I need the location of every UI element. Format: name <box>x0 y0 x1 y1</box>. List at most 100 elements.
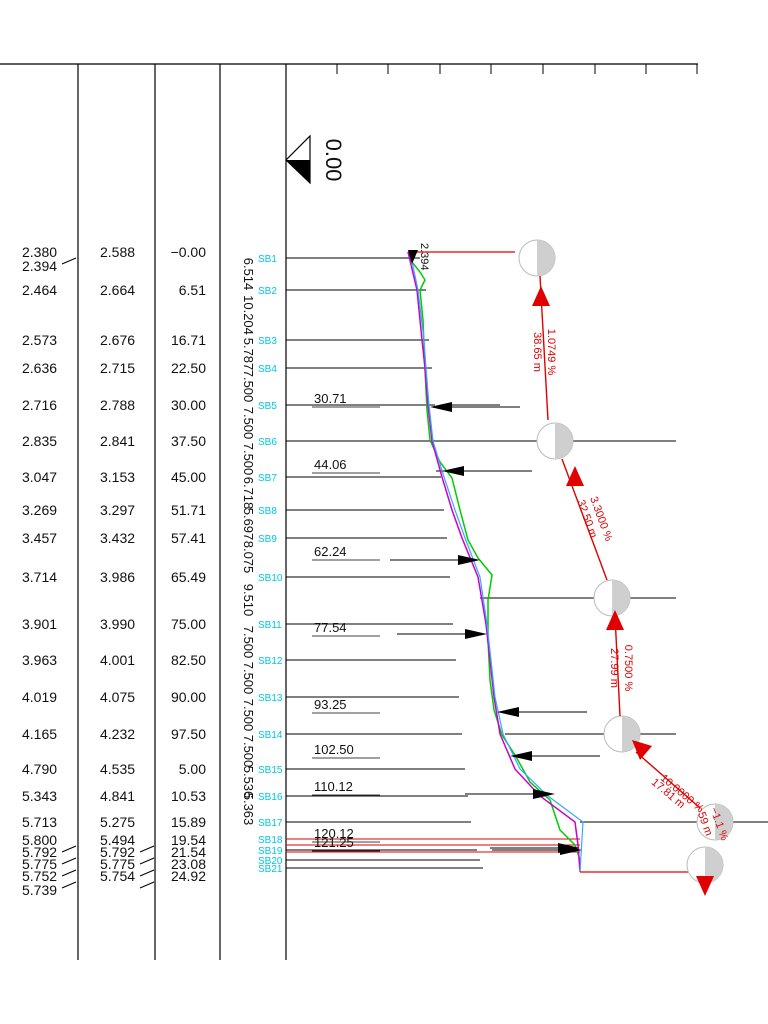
leader-tick <box>61 257 77 265</box>
cell-distance: 57.41 <box>171 530 206 546</box>
cell-distance: 19.54 <box>171 832 206 848</box>
cell-distance: 21.54 <box>171 844 206 860</box>
cell-elev-2: 4.001 <box>100 652 135 668</box>
cell-distance: 5.00 <box>179 761 206 777</box>
cell-elev-1: 4.790 <box>22 761 57 777</box>
station-label: SB5 <box>258 401 277 412</box>
leader-tick <box>61 881 77 889</box>
spacing-value: 8.075 <box>241 541 256 574</box>
station-label: SB2 <box>258 286 277 297</box>
cell-distance: 45.00 <box>171 469 206 485</box>
cell-distance: 16.71 <box>171 332 206 348</box>
leader-tick <box>61 857 77 865</box>
cell-distance: 6.51 <box>179 282 206 298</box>
spacing-value: 7.500 <box>241 735 256 768</box>
leader-tick <box>61 869 77 877</box>
station-label: SB1 <box>258 254 277 265</box>
cell-elev-1: 2.464 <box>22 282 57 298</box>
cell-distance: 30.00 <box>171 397 206 413</box>
station-label: SB18 <box>258 835 283 846</box>
chainage-arrow <box>442 466 464 476</box>
cell-elev-1: 5.739 <box>22 882 57 898</box>
station-label: SB9 <box>258 534 277 545</box>
station-label: SB4 <box>258 364 277 375</box>
elevation-marker-label: 0.00 <box>321 139 346 182</box>
spacing-value: 7.500 <box>241 626 256 659</box>
spacing-value: 5.536 <box>241 766 256 799</box>
station-label: SB14 <box>258 730 283 741</box>
grade-break-shade <box>705 847 723 883</box>
spacing-value: 7.500 <box>241 662 256 695</box>
station-label: SB12 <box>258 656 283 667</box>
station-label: SB20 <box>258 856 283 867</box>
cell-elev-1: 5.752 <box>22 868 57 884</box>
cell-elev-2: 3.990 <box>100 616 135 632</box>
cell-elev-2: 5.775 <box>100 856 135 872</box>
cell-elev-1: 3.047 <box>22 469 57 485</box>
grade-break-shade <box>715 804 733 840</box>
spacing-value: 5.697 <box>241 508 256 541</box>
chainage-label: 62.24 <box>314 544 347 559</box>
station-label: SB6 <box>258 437 277 448</box>
cell-elev-2: 5.754 <box>100 868 135 884</box>
spacing-value: 7.500 <box>241 699 256 732</box>
table-frame <box>0 63 698 960</box>
cell-distance: 15.89 <box>171 814 206 830</box>
cell-elev-2: 2.841 <box>100 433 135 449</box>
spacing-column: 6.51410.2045.7877.5007.5007.5006.7185.69… <box>241 258 256 826</box>
profile-start-label: 2.394 <box>418 243 430 271</box>
cell-elev-1: 5.713 <box>22 814 57 830</box>
cell-distance: 23.08 <box>171 856 206 872</box>
spacing-value: 5.363 <box>241 793 256 826</box>
station-lines: SB1 SB2 SB3 SB4 SB5 SB6 SB7 SB8 SB9 SB10 SB11 SB12 S… <box>258 254 768 875</box>
cell-elev-1: 2.716 <box>22 397 57 413</box>
grade-arrow <box>696 876 714 896</box>
grade-arrow <box>532 286 550 306</box>
cell-distance: 82.50 <box>171 652 206 668</box>
station-label: SB15 <box>258 765 283 776</box>
cell-distance: 10.53 <box>171 788 206 804</box>
spacing-value: 7.500 <box>241 443 256 476</box>
grade-arrow <box>566 466 584 486</box>
cell-elev-2: 3.153 <box>100 469 135 485</box>
chainage-label: 77.54 <box>314 620 347 635</box>
cell-distance: 51.71 <box>171 502 206 518</box>
cell-distance: 65.49 <box>171 569 206 585</box>
cell-elev-1: 3.457 <box>22 530 57 546</box>
cell-distance: 24.92 <box>171 868 206 884</box>
cell-elev-1: 5.343 <box>22 788 57 804</box>
station-label: SB8 <box>258 506 277 517</box>
station-label: SB3 <box>258 336 277 347</box>
leader-tick <box>139 881 155 889</box>
leader-tick <box>139 845 155 853</box>
chainage-label: 121.25 <box>314 835 354 850</box>
station-label: SB16 <box>258 792 283 803</box>
cell-elev-2: 2.788 <box>100 397 135 413</box>
cell-distance: 90.00 <box>171 689 206 705</box>
elevation-marker: 0.00 <box>285 134 346 185</box>
chainage-arrow <box>510 751 532 761</box>
cell-distance: −0.00 <box>171 244 207 260</box>
grade-connector <box>635 751 701 809</box>
chainage-label: 93.25 <box>314 697 347 712</box>
top-scale <box>336 64 698 74</box>
station-label: SB10 <box>258 573 283 584</box>
profile-start-marker <box>408 250 418 264</box>
cell-elev-2: 2.664 <box>100 282 135 298</box>
cell-elev-1: 4.019 <box>22 689 57 705</box>
chainage-label: 110.12 <box>314 779 353 794</box>
cell-elev-2: 2.588 <box>100 244 135 260</box>
cell-elev-1: 5.775 <box>22 856 57 872</box>
cell-distance: 75.00 <box>171 616 206 632</box>
station-label: SB13 <box>258 693 283 704</box>
cell-distance: 37.50 <box>171 433 206 449</box>
cell-elev-2: 4.232 <box>100 726 135 742</box>
grade-length: 27.99 m <box>608 648 620 688</box>
chainage-arrow <box>560 845 582 855</box>
grade-break-shade <box>555 423 573 459</box>
grade-break-shade <box>612 580 630 616</box>
cell-elev-1: 3.901 <box>22 616 57 632</box>
alt-profile-line <box>409 251 584 873</box>
station-label: SB7 <box>258 473 277 484</box>
